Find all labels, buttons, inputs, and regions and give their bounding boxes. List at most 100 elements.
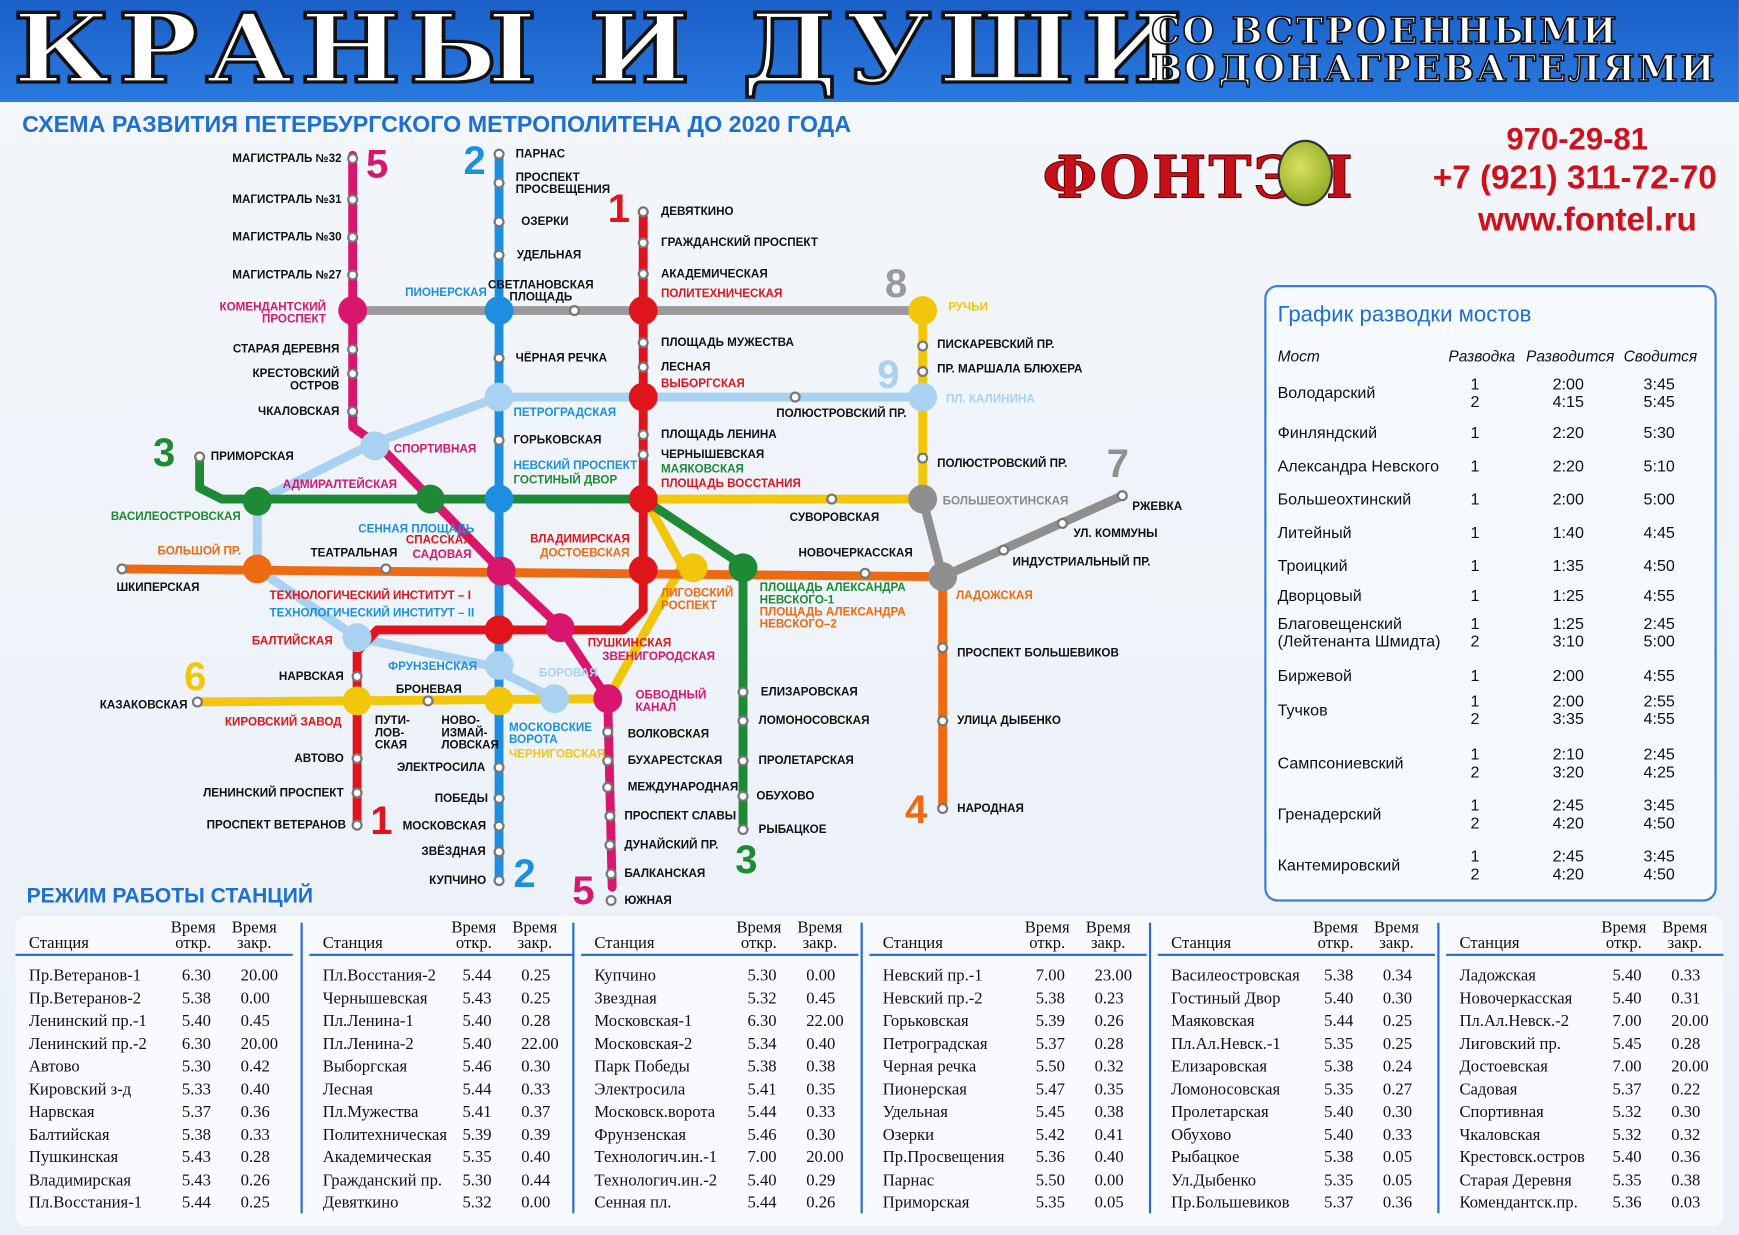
station-label[interactable]: СПАССКАЯ xyxy=(405,533,472,547)
station-label[interactable]: СЕННАЯ ПЛОЩАДЬ xyxy=(358,522,475,536)
station-label[interactable]: МАГИСТРАЛЬ №32 xyxy=(232,151,342,166)
station-label[interactable]: ПР. МАРШАЛА БЛЮХЕРА xyxy=(937,362,1083,376)
station-label[interactable]: НЕВСКИЙ ПРОСПЕКТ xyxy=(513,459,638,473)
station-label[interactable]: БРОНЕВАЯ xyxy=(395,683,462,697)
station-label[interactable]: ЭЛЕКТРОСИЛА xyxy=(397,760,486,775)
station-label[interactable]: НАРВСКАЯ xyxy=(278,669,344,684)
station-label[interactable]: ТЕХНОЛОГИЧЕСКИЙ ИНСТИТУТ – I xyxy=(269,588,471,603)
station-label[interactable]: ПЛОЩАДЬ ВОССТАНИЯ xyxy=(660,476,801,491)
station-label[interactable]: ТЕАТРАЛЬНАЯ xyxy=(310,546,398,561)
station-label[interactable]: НАРОДНАЯ xyxy=(957,801,1024,816)
station-label[interactable]: ТЕХНОЛОГИЧЕСКИЙ ИНСТИТУТ – II xyxy=(269,606,475,620)
station-label[interactable]: СУВОРОВСКАЯ xyxy=(789,511,880,525)
station-label[interactable]: УЛИЦА ДЫБЕНКО xyxy=(957,714,1061,728)
station-label[interactable]: ВЛАДИМИРСКАЯ xyxy=(530,532,630,546)
station-label[interactable]: БАЛКАНСКАЯ xyxy=(624,867,706,881)
station-label[interactable]: ГРАЖДАНСКИЙ ПРОСПЕКТ xyxy=(660,236,818,250)
station-label[interactable]: КУПЧИНО xyxy=(429,873,487,888)
station-label[interactable]: РУЧЬИ xyxy=(948,300,988,314)
station-label[interactable]: ПРИМОРСКАЯ xyxy=(210,450,294,464)
station-label[interactable]: БОЛЬШОЙ ПР. xyxy=(157,544,242,558)
station-label[interactable]: ОБУХОВО xyxy=(756,789,815,803)
station-label[interactable]: РЫБАЦКОЕ xyxy=(758,822,827,837)
station-label[interactable]: МАГИСТРАЛЬ №30 xyxy=(232,230,342,244)
station-label[interactable]: ПРОСПЕКТ ВЕТЕРАНОВ xyxy=(206,818,347,832)
station-label[interactable]: ЧКАЛОВСКАЯ xyxy=(258,404,340,419)
station-label[interactable]: ПОБЕДЫ xyxy=(434,791,488,806)
station-label[interactable]: ДЕВЯТКИНО xyxy=(660,205,734,219)
station-label[interactable]: ПИСКАРЕВСКИЙ ПР. xyxy=(937,338,1055,352)
station-label[interactable]: БУХАРЕСТСКАЯ xyxy=(627,754,723,768)
station-label[interactable]: ФРУНЗЕНСКАЯ xyxy=(388,659,478,674)
station-label[interactable]: ГОРЬКОВСКАЯ xyxy=(513,433,602,447)
website-link[interactable]: www.fontel.ru xyxy=(1478,201,1697,239)
station-label[interactable]: ВОЛКОВСКАЯ xyxy=(627,727,710,741)
station-label[interactable]: МАЯКОВСКАЯ xyxy=(660,462,744,476)
station-label[interactable]: НОВОЧЕРКАССКАЯ xyxy=(798,546,913,561)
station-label[interactable]: ЧЁРНАЯ РЕЧКА xyxy=(515,351,608,365)
station-label[interactable]: УДЕЛЬНАЯ xyxy=(516,248,582,262)
open-time: 7.00 xyxy=(1035,967,1065,985)
station-label[interactable]: ПРОСПЕКТ ПРОСВЕЩЕНИЯ xyxy=(515,170,611,197)
station-label[interactable]: МАГИСТРАЛЬ №27 xyxy=(232,268,342,282)
station-label[interactable]: ЛИГОВСКИЙ РОСПЕКТ xyxy=(660,586,734,613)
station-label[interactable]: СВЕТЛАНОВСКАЯ ПЛОЩАДЬ xyxy=(487,278,594,304)
station-label[interactable]: ЛОМОНОСОВСКАЯ xyxy=(758,714,870,728)
station-label[interactable]: МОСКОВСКАЯ xyxy=(402,819,487,833)
station-label[interactable]: ПАРНАС xyxy=(515,147,566,161)
station-label[interactable]: МЕЖДУНАРОДНАЯ xyxy=(627,780,739,795)
station-label[interactable]: ПЕТРОГРАДСКАЯ xyxy=(513,405,617,420)
station-label[interactable]: ЮЖНАЯ xyxy=(624,893,672,908)
station-label[interactable]: ЕЛИЗАРОВСКАЯ xyxy=(760,685,858,699)
station-label[interactable]: ПЛОЩАДЬ МУЖЕСТВА xyxy=(660,336,794,350)
station-label[interactable]: КИРОВСКИЙ ЗАВОД xyxy=(224,715,342,729)
station-label[interactable]: ПЛ. КАЛИНИНА xyxy=(945,392,1035,406)
station-label[interactable]: ЗВЕНИГОРОДСКАЯ xyxy=(602,649,716,664)
station-label[interactable]: БОЛЬШЕОХТИНСКАЯ xyxy=(942,494,1069,508)
station-label[interactable]: ПЛОЩАДЬ АЛЕКСАНДРА НЕВСКОГО–2 xyxy=(759,605,906,632)
station-label[interactable]: ГОСТИНЫЙ ДВОР xyxy=(513,473,618,487)
station-label[interactable]: ПРОСПЕКТ СЛАВЫ xyxy=(624,809,737,823)
station-label[interactable]: ПОЛЮСТРОВСКИЙ ПР. xyxy=(937,456,1068,471)
station-label[interactable]: БОРОВАЯ xyxy=(538,666,598,680)
station-label[interactable]: МОСКОВСКИЕ ВОРОТА xyxy=(509,720,592,747)
station-label[interactable]: СПОРТИВНАЯ xyxy=(393,442,477,456)
station-label[interactable]: СТАРАЯ ДЕРЕВНЯ xyxy=(232,342,340,356)
station-label[interactable]: ПРОСПЕКТ БОЛЬШЕВИКОВ xyxy=(957,646,1119,660)
station-label[interactable]: ПИОНЕРСКАЯ xyxy=(405,286,487,300)
station-label[interactable]: МАГИСТРАЛЬ №31 xyxy=(232,192,342,207)
station-label[interactable]: УЛ. КОММУНЫ xyxy=(1073,526,1158,541)
station-label[interactable]: АДМИРАЛТЕЙСКАЯ xyxy=(282,477,398,492)
station-label[interactable]: РЖЕВКА xyxy=(1132,500,1183,514)
station-label[interactable]: ЧЕРНИГОВСКАЯ xyxy=(509,747,606,761)
station-label[interactable]: КРЕСТОВСКИЙ ОСТРОВ xyxy=(252,367,340,393)
header-close: Время закр. xyxy=(231,919,277,953)
station-label[interactable]: ОБВОДНЫЙ КАНАЛ xyxy=(635,688,707,715)
station-label[interactable]: ЛАДОЖСКАЯ xyxy=(955,588,1033,603)
station-label[interactable]: ПЛОЩАДЬ АЛЕКСАНДРА НЕВСКОГО-1 xyxy=(759,581,906,607)
station-label[interactable]: ПРОЛЕТАРСКАЯ xyxy=(758,754,854,768)
station-label[interactable]: КОМЕНДАНТСКИЙ ПРОСПЕКТ xyxy=(219,300,327,327)
station-label[interactable]: ПЛОЩАДЬ ЛЕНИНА xyxy=(660,428,777,442)
station-label[interactable]: ПУТИ- ЛОВ- СКАЯ xyxy=(374,714,410,752)
station-label[interactable]: САДОВАЯ xyxy=(412,547,472,562)
station-label[interactable]: КАЗАКОВСКАЯ xyxy=(99,698,188,712)
station-label[interactable]: ОЗЕРКИ xyxy=(521,215,569,229)
station-label[interactable]: АВТОВО xyxy=(294,751,344,766)
station-label[interactable]: ДУНАЙСКИЙ ПР. xyxy=(624,838,719,852)
station-label[interactable]: ПОЛИТЕХНИЧЕСКАЯ xyxy=(660,287,783,301)
station-label[interactable]: ЛЕСНАЯ xyxy=(660,360,711,374)
station-label[interactable]: ВАСИЛЕОСТРОВСКАЯ xyxy=(110,510,241,524)
station-label[interactable]: ИНДУСТРИАЛЬНЫЙ ПР. xyxy=(1012,555,1151,569)
station-label[interactable]: ДОСТОЕВСКАЯ xyxy=(540,546,630,561)
station-label[interactable]: ВЫБОРГСКАЯ xyxy=(660,377,745,391)
station-label[interactable]: ЧЕРНЫШЕВСКАЯ xyxy=(660,448,765,462)
station-label[interactable]: ШКИПЕРСКАЯ xyxy=(116,581,200,595)
station-label[interactable]: ПОЛЮСТРОВСКИЙ ПР. xyxy=(776,407,907,421)
station-label[interactable]: НОВО- ИЗМАЙ- ЛОВСКАЯ xyxy=(441,714,499,752)
station-label[interactable]: ЛЕНИНСКИЙ ПРОСПЕКТ xyxy=(203,786,344,800)
station-label[interactable]: БАЛТИЙСКАЯ xyxy=(251,634,333,648)
station-label[interactable]: ПУШКИНСКАЯ xyxy=(587,636,672,650)
station-label[interactable]: АКАДЕМИЧЕСКАЯ xyxy=(660,267,768,281)
station-label[interactable]: ЗВЁЗДНАЯ xyxy=(421,845,486,859)
